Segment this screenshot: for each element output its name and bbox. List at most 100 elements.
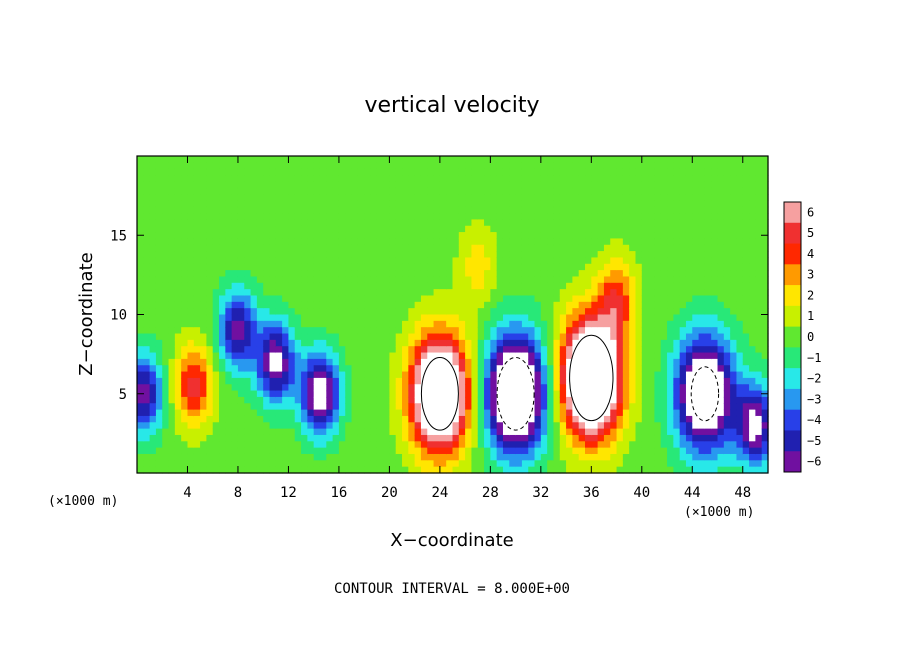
field-cell (484, 175, 491, 182)
field-cell (528, 314, 536, 322)
field-cell (402, 238, 409, 246)
field-cell (723, 225, 731, 233)
field-cell (534, 200, 542, 208)
field-cell (256, 365, 264, 373)
field-cell (685, 422, 693, 430)
field-cell (635, 314, 643, 322)
field-cell (622, 327, 630, 335)
field-cell (496, 232, 504, 240)
field-cell (742, 365, 750, 373)
field-cell (465, 156, 473, 163)
field-cell (338, 219, 346, 227)
field-cell (137, 384, 144, 392)
field-cell (168, 168, 176, 176)
field-cell (143, 390, 151, 398)
field-cell (629, 244, 637, 252)
field-cell (301, 187, 308, 195)
field-cell (219, 238, 226, 246)
field-cell (648, 175, 656, 182)
field-cell (585, 301, 592, 309)
field-cell (685, 263, 693, 271)
field-cell (237, 384, 245, 392)
field-cell (654, 156, 662, 163)
field-cell (591, 333, 599, 341)
field-cell (420, 200, 428, 208)
field-cell (635, 377, 643, 385)
field-cell (326, 270, 334, 278)
field-cell (389, 320, 397, 328)
field-cell (155, 238, 163, 246)
field-cell (553, 206, 561, 214)
field-cell (383, 206, 390, 214)
field-cell (155, 289, 163, 297)
field-cell (603, 213, 611, 220)
field-cell (420, 168, 428, 176)
field-cell (742, 270, 750, 278)
field-cell (433, 206, 441, 214)
field-cell (244, 441, 252, 449)
field-cell (162, 327, 170, 335)
field-cell (698, 441, 706, 449)
field-cell (711, 441, 719, 449)
field-cell (256, 409, 264, 417)
field-cell (458, 365, 466, 373)
field-cell (452, 441, 460, 449)
field-cell (137, 333, 144, 341)
field-cell (294, 409, 302, 417)
field-cell (427, 460, 435, 468)
field-cell (244, 327, 252, 335)
field-cell (301, 441, 308, 449)
field-cell (319, 314, 327, 322)
field-cell (723, 320, 731, 328)
field-cell (137, 434, 144, 442)
field-cell (319, 333, 327, 341)
field-cell (723, 181, 731, 189)
field-cell (660, 333, 668, 341)
field-cell (723, 175, 731, 182)
field-cell (376, 181, 384, 189)
field-cell (137, 396, 144, 404)
field-cell (212, 358, 220, 366)
field-cell (490, 213, 498, 220)
field-cell (244, 194, 252, 201)
field-cell (761, 428, 769, 436)
field-cell (648, 346, 656, 354)
field-cell (402, 453, 409, 461)
field-cell (566, 257, 573, 265)
field-cell (641, 333, 649, 341)
field-cell (610, 251, 618, 259)
field-cell (351, 213, 359, 220)
field-cell (433, 365, 441, 373)
field-cell (730, 194, 738, 201)
field-cell (364, 352, 372, 360)
field-cell (603, 238, 611, 246)
field-cell (685, 333, 693, 341)
field-cell (351, 403, 359, 411)
field-cell (282, 282, 290, 290)
field-cell (635, 206, 643, 214)
field-cell (408, 320, 416, 328)
field-cell (351, 187, 359, 195)
field-cell (635, 320, 643, 328)
field-cell (704, 339, 712, 347)
field-cell (502, 384, 510, 392)
field-cell (749, 428, 756, 436)
field-cell (395, 460, 403, 468)
field-cell (673, 371, 681, 379)
field-cell (490, 377, 498, 385)
field-cell (585, 225, 592, 233)
field-cell (515, 320, 523, 328)
field-cell (383, 358, 390, 366)
field-cell (679, 441, 687, 449)
field-cell (370, 422, 378, 430)
field-cell (301, 365, 308, 373)
field-cell (376, 371, 384, 379)
field-cell (578, 409, 586, 417)
field-cell (723, 200, 731, 208)
field-cell (206, 308, 214, 316)
field-cell (458, 327, 466, 335)
field-cell (761, 371, 769, 379)
field-cell (244, 377, 252, 385)
field-cell (603, 206, 611, 214)
field-cell (755, 428, 763, 436)
